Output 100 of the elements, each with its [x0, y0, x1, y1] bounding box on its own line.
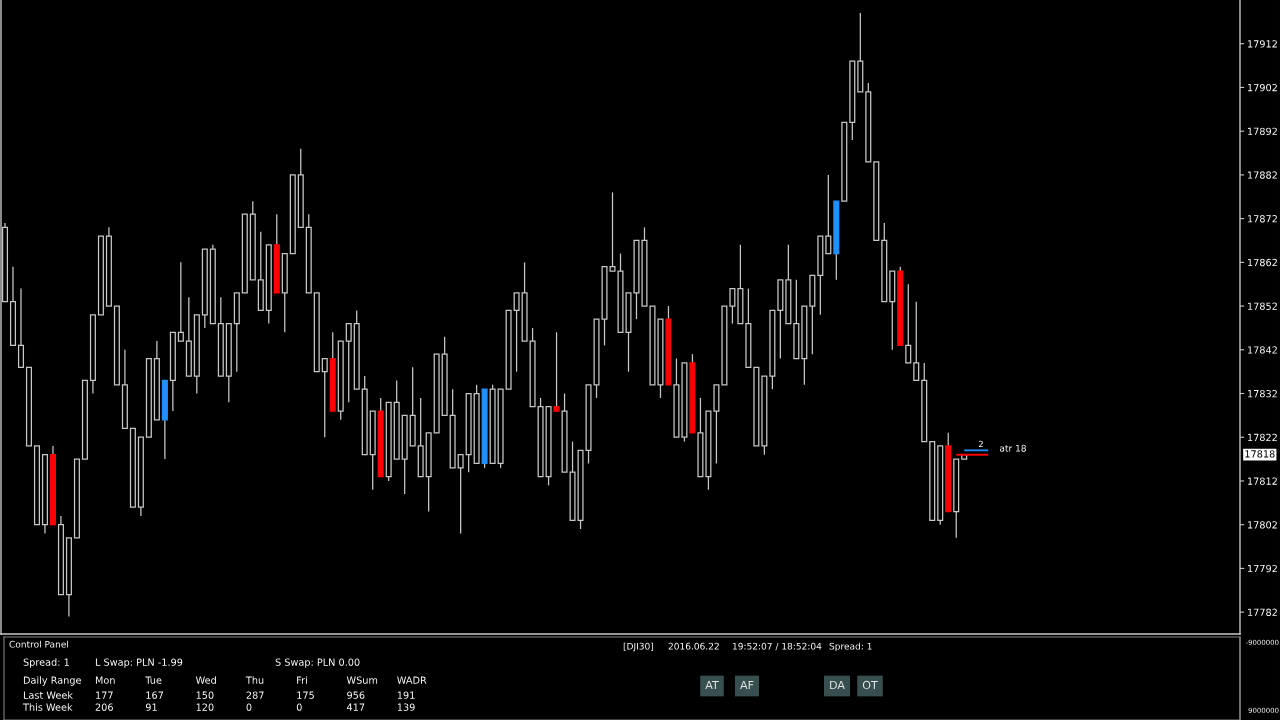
candlestick [177, 261, 184, 342]
text: 177 [96, 691, 113, 699]
category-label: Tue [145, 676, 162, 684]
text: 91 [145, 703, 157, 711]
candlestick [17, 287, 25, 368]
text: 2016.06.22 [668, 642, 719, 650]
y-tick-label: 17802 [1248, 521, 1277, 529]
category-label: Last Week [23, 691, 73, 699]
text: 287 [246, 691, 264, 699]
candlestick [121, 349, 128, 430]
candlestick [953, 458, 960, 539]
candlestick [57, 515, 64, 596]
candlestick [697, 397, 704, 478]
text: OT [862, 680, 878, 690]
candlestick [457, 454, 464, 535]
candlestick [913, 301, 920, 382]
annotation: 2 [978, 440, 983, 447]
candlestick [233, 292, 240, 373]
candlestick [713, 384, 720, 465]
candlestick [513, 292, 520, 373]
text: L Swap: PLN -1.99 [95, 658, 183, 668]
candlestick [409, 366, 416, 447]
candlestick [857, 12, 864, 93]
text: AF [740, 680, 754, 690]
candlestick [185, 296, 192, 377]
text: Daily Range [23, 676, 81, 686]
y-tick-label: 17832 [1248, 390, 1277, 398]
candlestick [785, 244, 792, 325]
text: Control Panel [9, 640, 69, 648]
candlestick [257, 231, 264, 312]
candlestick [417, 397, 424, 478]
candlestick [89, 314, 96, 395]
category-label: WSum [346, 676, 378, 684]
candlestick [297, 148, 304, 228]
candlestick [905, 283, 912, 364]
category-label: Wed [195, 676, 216, 684]
candlestick [161, 379, 168, 460]
candlestick [169, 331, 176, 412]
candlestick [137, 436, 144, 517]
category-label: This Week [22, 703, 73, 711]
candlestick [889, 270, 896, 351]
text: AT [705, 680, 719, 690]
text: 167 [146, 691, 164, 699]
text: Spread: 1 [829, 642, 872, 652]
category-label: Fri [297, 676, 307, 684]
candlestick [745, 287, 752, 368]
candlestick [737, 244, 744, 325]
annotation: atr 18 [999, 444, 1026, 452]
candlestick [225, 322, 232, 403]
y-tick-label: 17892 [1248, 127, 1277, 135]
text: Spread: 1 [23, 658, 69, 668]
category-label: Thu [245, 676, 264, 684]
candlestick [809, 274, 816, 355]
candlestick [153, 340, 160, 421]
candlestick [793, 279, 800, 360]
candlestick [321, 357, 328, 438]
y-tick-label: 17822 [1248, 433, 1277, 442]
y-tick-label: 17782 [1248, 608, 1277, 616]
candlestick [393, 379, 400, 460]
candlestick [777, 279, 784, 360]
text: 206 [95, 703, 113, 711]
text: 150 [196, 691, 214, 699]
candlestick [817, 235, 824, 316]
text: 417 [346, 703, 365, 711]
y-tick-label: 17792 [1248, 564, 1277, 573]
y-tick-label: 17882 [1248, 171, 1277, 179]
y-tick-label: 17852 [1248, 302, 1277, 310]
candlestick [449, 388, 456, 469]
y-tick-label: 17812 [1248, 477, 1277, 485]
candlestick [833, 200, 840, 281]
text: DA [830, 680, 845, 690]
text: 120 [196, 703, 214, 711]
category-label: WADR [397, 676, 427, 684]
candlestick [801, 305, 808, 386]
candlestick [9, 266, 17, 347]
y-tick-label: 17842 [1248, 346, 1277, 354]
category-label: Mon [95, 676, 115, 684]
text: 19:52:07 / 18:52:04 [732, 642, 822, 651]
text: S Swap: PLN 0.00 [275, 658, 360, 668]
candlestick [273, 213, 280, 294]
candlestick [345, 322, 352, 403]
y-tick-label: 17912 [1248, 40, 1277, 48]
candlestick [105, 226, 112, 307]
candlestick [217, 296, 224, 377]
candlestick [49, 445, 56, 526]
candlestick [425, 432, 432, 513]
text: 191 [397, 691, 415, 699]
text: [DJI30] [623, 642, 654, 652]
candlestick [281, 252, 288, 333]
candlestick [401, 414, 408, 495]
candlestick [825, 174, 832, 255]
candlestick [521, 261, 528, 342]
text: 17818 [1245, 450, 1275, 458]
text: 175 [297, 691, 314, 699]
text: 139 [397, 703, 415, 711]
y-tick-label: 17862 [1248, 258, 1277, 267]
y-tick-label: 17872 [1248, 215, 1277, 223]
candlestick [329, 331, 336, 412]
y-tick-label: 17902 [1248, 83, 1277, 92]
candlestick [41, 454, 48, 535]
